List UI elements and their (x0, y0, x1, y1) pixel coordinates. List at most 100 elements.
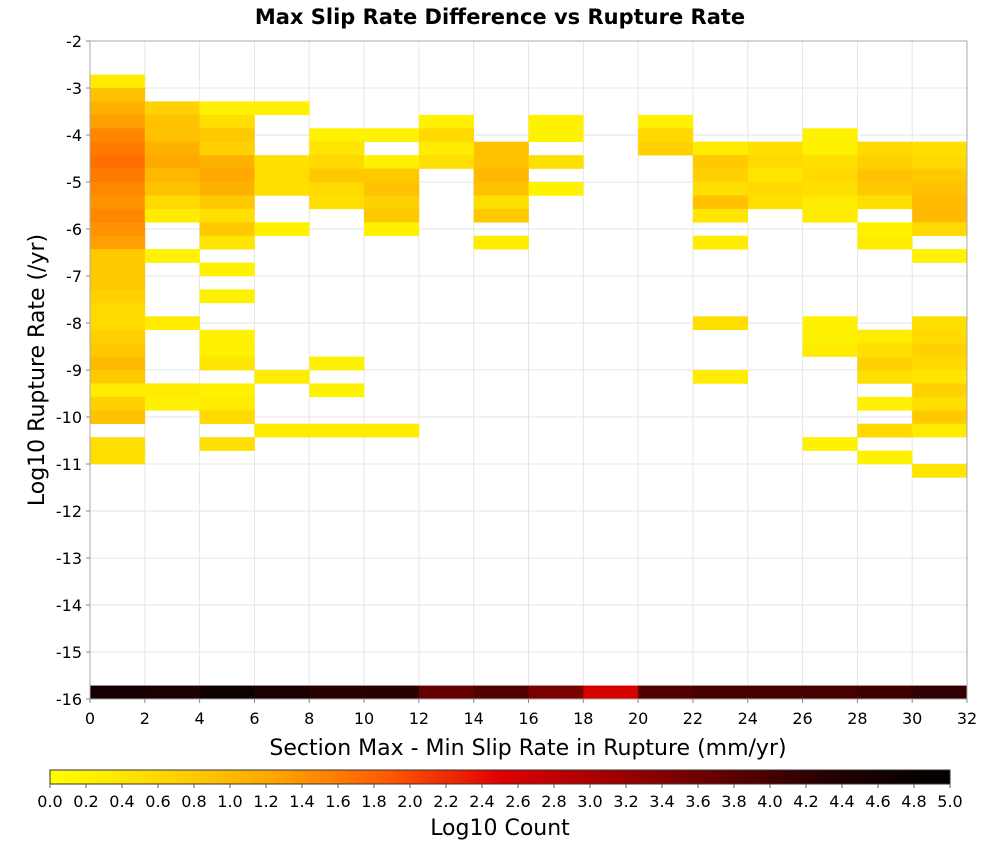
heatmap-cell (802, 182, 858, 196)
colorbar-tick-label: 1.2 (253, 792, 278, 811)
heatmap-cell (747, 685, 803, 700)
colorbar-tick-label: 3.6 (685, 792, 710, 811)
colorbar-tick-label: 2.8 (541, 792, 566, 811)
heatmap-cell (912, 316, 968, 331)
x-tick-label: 32 (957, 709, 977, 728)
heatmap-cell (144, 208, 200, 223)
colorbar-tick-label: 0.2 (73, 792, 98, 811)
heatmap-cell (199, 396, 255, 411)
heatmap-cell (364, 222, 420, 237)
heatmap-cell (857, 182, 913, 196)
x-tick-label: 4 (195, 709, 205, 728)
heatmap-cell (199, 685, 255, 700)
heatmap-cell (144, 396, 200, 411)
y-tick-label: -10 (56, 408, 82, 427)
heatmap-cell (90, 685, 146, 700)
heatmap-cell (802, 343, 858, 357)
heatmap-cell (309, 383, 365, 398)
y-tick-label: -7 (66, 267, 82, 286)
colorbar-tick-label: 3.8 (721, 792, 746, 811)
heatmap-cell (90, 128, 146, 143)
heatmap-cell (638, 128, 694, 143)
heatmap-cell (364, 155, 420, 169)
colorbar-tick-label: 3.2 (613, 792, 638, 811)
heatmap-cell (199, 343, 255, 357)
heatmap-cell (912, 464, 968, 478)
heatmap-cell (418, 685, 474, 700)
heatmap-cell (309, 356, 365, 371)
x-tick-label: 22 (683, 709, 703, 728)
x-tick-label: 16 (518, 709, 538, 728)
heatmap-cell (309, 168, 365, 183)
y-tick-label: -5 (66, 173, 82, 192)
colorbar-tick-label: 4.8 (901, 792, 926, 811)
heatmap-cell (692, 195, 749, 210)
heatmap-cell (802, 168, 858, 183)
heatmap-cell (802, 208, 858, 223)
colorbar-tick-label: 0.6 (145, 792, 170, 811)
colorbar-tick-label: 2.2 (433, 792, 458, 811)
heatmap-cell (309, 128, 365, 143)
heatmap-cell (144, 128, 200, 143)
y-tick-label: -9 (66, 361, 82, 380)
heatmap-cell (802, 155, 858, 169)
heatmap-cell (199, 410, 255, 425)
heatmap-cell (692, 182, 749, 196)
heatmap-cell (857, 222, 913, 237)
heatmap-cell (528, 685, 584, 700)
heatmap-cell (199, 195, 255, 210)
heatmap-cell (254, 155, 310, 169)
x-tick-label: 30 (902, 709, 922, 728)
heatmap-cell (473, 195, 529, 210)
heatmap-cell (309, 182, 365, 196)
heatmap-cell (144, 195, 200, 210)
x-tick-label: 14 (464, 709, 484, 728)
heatmap-cell (199, 289, 255, 304)
heatmap-cell (473, 141, 529, 156)
heatmap-cell (912, 410, 968, 425)
y-tick-label: -4 (66, 126, 82, 145)
x-axis-ticks: 0 2 4 6 8 10 12 14 16 18 20 22 24 26 28 30 32 (85, 699, 977, 728)
heatmap-cell (309, 195, 365, 210)
colorbar-tick-label: 1.0 (217, 792, 242, 811)
heatmap-cell (90, 235, 146, 250)
heatmap-cell (254, 423, 310, 438)
heatmap-cell (364, 168, 420, 183)
heatmap-cell (857, 370, 913, 384)
colorbar-tick-label: 0.0 (37, 792, 62, 811)
heatmap-cell (90, 329, 146, 344)
heatmap-cell (857, 235, 913, 250)
heatmap-cell (199, 141, 255, 156)
y-axis-ticks: -2 -3 -4 -5 -6 -7 -8 -9 -10 -11 -12 -13 -14 -15 -16 (56, 32, 90, 709)
heatmap-cell (857, 423, 913, 438)
heatmap-cell (473, 235, 529, 250)
heatmap-cell (692, 155, 749, 169)
heatmap-cell (309, 155, 365, 169)
heatmap-cell (199, 437, 255, 451)
heatmap-cell (857, 168, 913, 183)
heatmap-cell (912, 343, 968, 357)
heatmap-cell (802, 329, 858, 344)
heatmap-cell (473, 168, 529, 183)
colorbar-tick-label: 4.4 (829, 792, 854, 811)
heatmap-cell (912, 155, 968, 169)
heatmap-cell (912, 208, 968, 223)
colorbar (49, 769, 951, 785)
heatmap-cell (309, 685, 365, 700)
heatmap-cell (90, 249, 146, 263)
heatmap-cell (583, 685, 639, 700)
heatmap-cell (912, 141, 968, 156)
heatmap-cell (90, 262, 146, 277)
x-tick-label: 28 (847, 709, 867, 728)
heatmap-cell (418, 128, 474, 143)
heatmap-cell (364, 685, 420, 700)
heatmap-cell (144, 316, 200, 331)
heatmap-cell (747, 195, 803, 210)
heatmap-cell (309, 141, 365, 156)
heatmap-cell (802, 195, 858, 210)
heatmap-cell (912, 222, 968, 237)
x-tick-label: 12 (409, 709, 429, 728)
heatmap-cell (254, 222, 310, 237)
heatmap-cell (857, 396, 913, 411)
heatmap-cell (857, 685, 913, 700)
